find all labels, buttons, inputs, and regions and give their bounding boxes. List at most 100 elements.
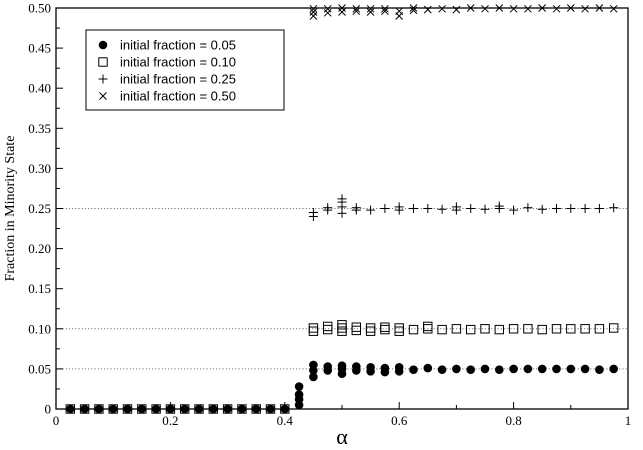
data-point — [366, 205, 376, 215]
data-point — [437, 365, 447, 375]
y-tick-label: 0.20 — [28, 241, 51, 256]
legend-marker — [98, 40, 108, 50]
data-point — [337, 361, 347, 370]
data-point — [294, 390, 304, 399]
data-point — [537, 324, 547, 335]
x-tick-label: 0.4 — [277, 413, 294, 428]
legend-marker — [99, 92, 107, 100]
data-point — [423, 321, 433, 332]
data-point — [408, 324, 419, 335]
x-tick-label: 0 — [53, 413, 60, 428]
legend-label: initial fraction = 0.10 — [120, 55, 236, 70]
data-point — [423, 363, 433, 373]
data-point — [523, 324, 533, 334]
data-point — [394, 362, 404, 372]
y-tick-label: 0.15 — [28, 281, 51, 296]
series-1 — [66, 360, 618, 414]
data-point — [423, 5, 432, 14]
data-point — [537, 204, 547, 214]
data-point — [308, 326, 319, 336]
x-tick-label: 0.8 — [505, 413, 521, 428]
data-point — [352, 7, 361, 16]
data-point — [366, 362, 375, 372]
data-point — [380, 322, 390, 332]
x-tick-label: 0.2 — [162, 413, 178, 428]
data-point — [452, 364, 461, 374]
legend-marker — [98, 74, 108, 84]
series-2 — [65, 320, 619, 414]
data-point — [581, 4, 589, 13]
data-point — [438, 4, 446, 13]
data-point — [337, 326, 347, 336]
x-tick-label: 1 — [625, 413, 632, 428]
data-point — [609, 323, 619, 333]
data-point — [309, 4, 318, 13]
data-point — [466, 324, 476, 335]
data-point — [509, 205, 519, 215]
y-tick-label: 0 — [45, 402, 52, 417]
y-tick-label: 0.10 — [28, 321, 51, 336]
data-point — [580, 364, 590, 374]
legend: initial fraction = 0.05 initial fraction … — [85, 29, 285, 111]
data-point — [337, 323, 347, 333]
data-point — [481, 4, 489, 13]
data-point — [552, 4, 561, 13]
data-point — [366, 4, 375, 13]
x-axis-title: α — [336, 424, 348, 449]
data-point — [366, 8, 375, 16]
data-point — [566, 364, 576, 374]
data-point — [308, 323, 319, 333]
data-point — [351, 325, 362, 336]
data-point — [480, 204, 490, 214]
x-axis: 0 0.2 0.4 0.6 0.8 1 — [53, 402, 632, 428]
data-point — [323, 362, 333, 371]
data-point — [323, 8, 332, 17]
data-point — [451, 324, 462, 334]
legend-marker — [98, 57, 108, 67]
data-point — [552, 204, 561, 213]
data-point — [551, 324, 562, 334]
data-point — [394, 202, 404, 212]
x-tick-label: 0.6 — [391, 413, 408, 428]
data-point — [523, 203, 533, 213]
data-point — [594, 204, 604, 213]
data-point — [566, 204, 576, 213]
y-tick-label: 0.05 — [28, 361, 51, 376]
data-point — [309, 12, 318, 20]
y-axis-title: Fraction in Minority State — [3, 136, 18, 282]
data-point — [381, 4, 389, 13]
data-point — [365, 326, 376, 336]
data-point — [509, 4, 518, 13]
data-point — [609, 203, 619, 213]
data-point — [380, 204, 390, 213]
data-point — [595, 365, 604, 375]
data-point — [352, 362, 361, 371]
series-3 — [308, 194, 619, 222]
data-point — [365, 323, 376, 333]
data-point — [423, 204, 433, 213]
data-point — [394, 326, 404, 336]
data-point — [338, 8, 346, 16]
data-point — [480, 364, 490, 374]
data-point — [594, 324, 605, 334]
data-point — [352, 4, 361, 13]
data-point — [309, 8, 318, 16]
data-point — [508, 324, 519, 334]
data-point — [381, 7, 389, 16]
data-point — [394, 323, 404, 333]
data-point — [552, 364, 561, 374]
legend-box — [85, 29, 285, 111]
data-point — [309, 372, 318, 382]
data-point — [466, 365, 476, 375]
data-point — [609, 4, 618, 13]
data-point — [495, 365, 504, 375]
y-tick-label: 0.40 — [28, 81, 51, 96]
data-point — [323, 321, 333, 332]
data-point — [395, 7, 404, 16]
data-point — [351, 322, 362, 332]
data-point — [452, 5, 461, 14]
data-point — [466, 204, 476, 213]
data-point — [494, 201, 504, 211]
series-4 — [309, 4, 618, 20]
